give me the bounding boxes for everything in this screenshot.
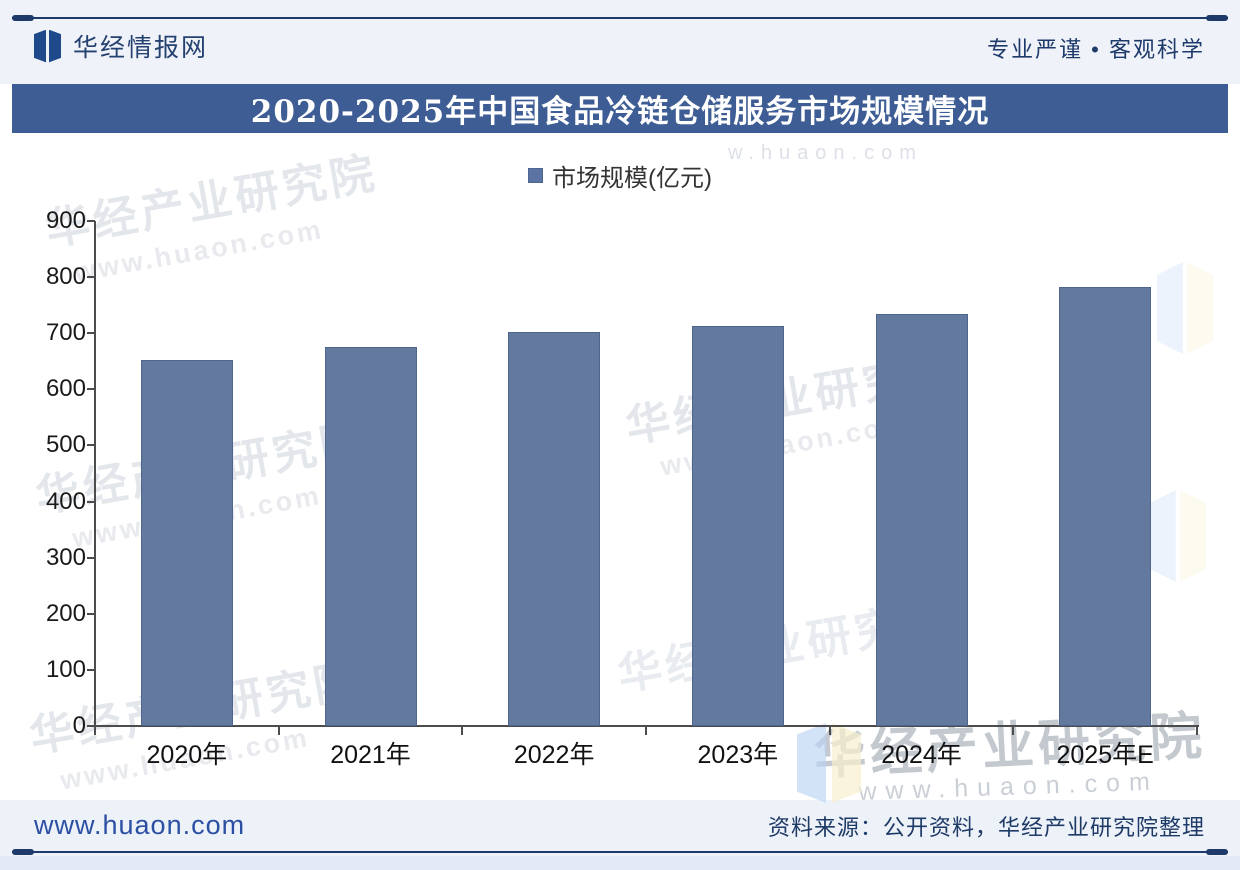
x-axis-tick [828,727,831,735]
x-axis-tick [1196,727,1198,735]
top-divider-line [12,17,1228,19]
y-axis-tick-label: 0 [72,712,86,739]
bar-2020年 [140,360,233,726]
y-axis-tick [87,276,95,279]
x-axis-tick [94,727,96,735]
bar-2022年 [508,332,601,726]
bar-2024年 [875,314,968,726]
y-axis-tick [87,668,95,671]
y-axis-tick-label: 200 [45,599,86,627]
legend-swatch-icon [528,167,543,183]
x-axis-line [94,725,1199,727]
x-axis-tick [645,727,647,735]
brand-name: 华经情报网 [73,34,209,62]
y-axis-tick-label: 100 [45,655,86,683]
x-axis-category-label: 2024年 [881,741,962,769]
x-axis-tick [1012,727,1015,735]
bar-2025年E [1059,287,1152,726]
y-axis-tick-label: 700 [45,319,86,347]
y-axis-tick-label: 500 [45,431,86,459]
y-axis-tick-label: 600 [45,375,86,403]
y-axis-tick-label: 300 [45,543,86,571]
bottom-divider-line [12,851,1228,853]
x-axis-tick [461,727,464,735]
x-axis-category-label: 2023年 [697,741,779,769]
y-axis-tick-label: 400 [45,487,86,515]
x-axis-category-label: 2021年 [330,741,411,769]
footer-substrip [0,856,1240,870]
chart-title: 2020-2025年中国食品冷链仓储服务市场规模情况 [250,94,990,130]
x-axis-category-label: 2022年 [513,741,595,769]
data-source-note: 资料来源：公开资料，华经产业研究院整理 [767,815,1205,840]
huajing-logo-icon [34,29,61,63]
top-divider-dash-left [12,15,34,21]
y-axis-tick [87,725,95,727]
bar-2023年 [691,326,784,726]
y-axis-tick [87,332,95,335]
bottom-divider-dash-right [1206,849,1228,855]
x-axis-tick [277,727,280,735]
bottom-divider-dash-left [12,849,34,855]
legend-label: 市场规模(亿元) [552,164,712,192]
top-divider-dash-right [1206,15,1228,21]
y-axis-tick [87,220,95,222]
bar-2021年 [324,347,417,726]
header-slogan: 专业严谨 • 客观科学 [987,37,1205,62]
y-axis-tick [87,556,95,559]
y-axis-tick [87,388,95,391]
y-axis-tick [87,444,95,447]
y-axis-tick-label: 800 [45,263,86,291]
x-axis-category-label: 2020年 [146,741,228,769]
title-bar: 2020-2025年中国食品冷链仓储服务市场规模情况 [12,84,1228,133]
legend: 市场规模(亿元) [0,158,1240,192]
footer-website-link[interactable]: www.huaon.com [34,810,246,840]
y-axis-tick-label: 900 [45,207,86,234]
y-axis-tick [87,500,95,503]
y-axis-line [94,221,96,727]
brand: 华经情报网 [34,28,208,64]
header-strip [0,0,1240,84]
y-axis-tick [87,612,95,615]
x-axis-category-label: 2025年E [1056,741,1154,769]
